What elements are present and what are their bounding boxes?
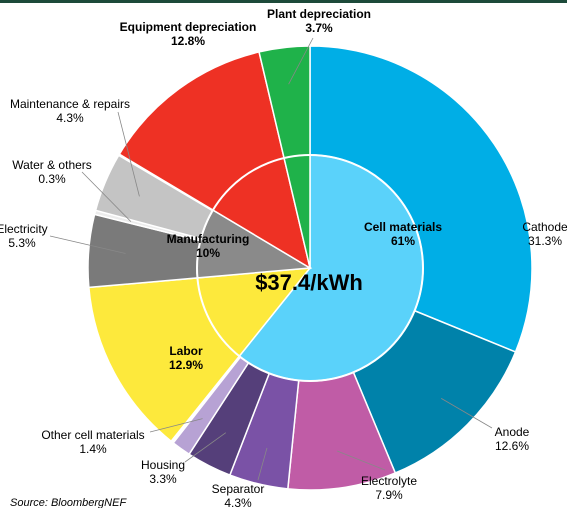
leader-line — [49, 235, 126, 254]
group-label-value: 12.8% — [171, 34, 205, 48]
leader-line — [441, 398, 493, 429]
group-label-value: 10% — [196, 246, 220, 260]
leader-line — [257, 447, 268, 481]
sub-label-name: Electrolyte — [361, 474, 417, 488]
group-label-name: Plant depreciation — [267, 7, 371, 21]
group-segment — [118, 51, 312, 270]
sub-label-value: 3.3% — [149, 472, 177, 486]
sub-label-name: Electricity — [0, 222, 48, 236]
group-label-value: 61% — [391, 234, 415, 248]
sub-label-name: Separator — [212, 482, 265, 496]
group-label-name: Labor — [169, 344, 203, 358]
sub-label-value: 1.4% — [79, 442, 107, 456]
group-label-name: Equipment depreciation — [120, 20, 257, 34]
sub-label-name: Other cell materials — [41, 428, 144, 442]
leader-line — [336, 450, 386, 471]
source: Source: BloombergNEF — [10, 497, 127, 508]
leader-line — [288, 37, 314, 85]
sub-label-value: 7.9% — [375, 488, 403, 502]
sub-label-value: 0.3% — [38, 172, 66, 186]
group-label-value: 3.7% — [305, 21, 333, 35]
sub-label-name: Maintenance & repairs — [10, 97, 130, 111]
group-label-name: Manufacturing — [167, 232, 250, 246]
leader-line — [184, 432, 227, 463]
sub-label-name: Housing — [141, 458, 185, 472]
sub-label-value: 5.3% — [8, 236, 36, 250]
top-rule — [0, 0, 567, 3]
sub-label-value: 31.3% — [528, 234, 562, 248]
sub-label-name: Cathode — [522, 220, 567, 234]
sub-label-value: 12.6% — [495, 439, 529, 453]
center-label: $37.4/kWh — [255, 270, 363, 295]
sub-label-name: Water & others — [12, 158, 92, 172]
leader-line — [117, 111, 140, 197]
leader-line — [149, 418, 203, 433]
ring-divider — [196, 154, 424, 382]
group-segment — [88, 267, 312, 443]
sub-label-name: Anode — [495, 425, 530, 439]
leader-line — [81, 171, 132, 222]
group-label-name: Cell materials — [364, 220, 442, 234]
sub-label-value: 4.3% — [224, 496, 252, 508]
sub-label-value: 4.3% — [56, 111, 84, 125]
group-label-value: 12.9% — [169, 358, 203, 372]
